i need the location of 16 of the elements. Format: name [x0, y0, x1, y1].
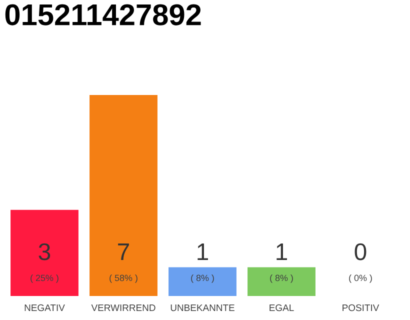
data-label: 1	[276, 244, 287, 260]
annotation: ( 0% )	[349, 274, 372, 283]
chart-title: 015211427892	[5, 4, 201, 26]
x-tick-label: NEGATIV	[24, 304, 65, 312]
data-label: 7	[118, 244, 129, 260]
annotation: ( 8% )	[270, 274, 293, 283]
x-tick-label: UNBEKANNTE	[170, 304, 234, 312]
x-tick-label: POSITIV	[342, 304, 380, 312]
annotation: ( 8% )	[191, 274, 214, 283]
annotation: ( 25% )	[30, 274, 58, 283]
data-label: 1	[198, 244, 208, 260]
data-label: 3	[38, 243, 50, 260]
x-tick-label: EGAL	[270, 304, 294, 312]
x-tick-label: VERWIRREND	[91, 304, 156, 311]
data-label: 0	[354, 243, 366, 260]
annotation: ( 58% )	[110, 274, 138, 283]
